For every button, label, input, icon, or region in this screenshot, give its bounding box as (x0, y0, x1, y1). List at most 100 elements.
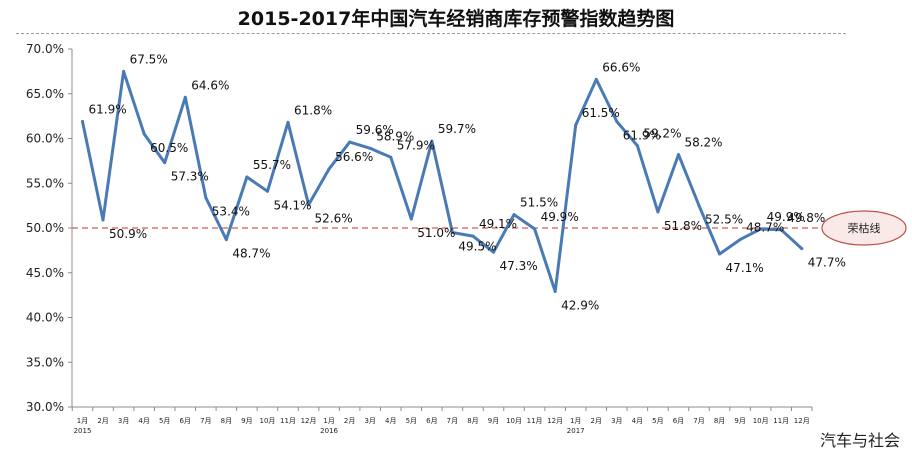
data-point (430, 139, 434, 143)
data-point (81, 119, 84, 123)
x-tick-label: 1月 (77, 417, 88, 425)
data-point (779, 228, 783, 232)
data-label: 42.9% (561, 299, 599, 313)
data-label: 47.3% (500, 259, 538, 273)
x-tick-label: 12月 (547, 417, 563, 425)
x-tick-label: 2月 (344, 417, 355, 425)
data-label: 61.9% (623, 128, 661, 142)
data-label: 66.6% (602, 60, 640, 74)
x-tick-label: 3月 (611, 417, 622, 425)
x-tick-label: 7月 (200, 417, 211, 425)
data-label: 49.1% (479, 217, 517, 231)
x-tick-label: 1月 (323, 417, 334, 425)
data-label: 58.2% (684, 136, 722, 150)
data-point (409, 217, 413, 221)
data-point (676, 153, 680, 157)
y-tick-label: 65.0% (26, 87, 64, 101)
data-label: 48.7% (746, 221, 784, 235)
title-divider (16, 33, 846, 34)
data-label: 57.3% (171, 170, 209, 184)
data-label: 67.5% (130, 52, 168, 66)
x-tick-label: 10月 (259, 417, 275, 425)
data-point (492, 250, 495, 254)
data-label: 49.5% (458, 239, 496, 253)
data-label: 61.9% (89, 102, 127, 116)
x-tick-label: 5月 (159, 417, 170, 425)
data-point (224, 238, 228, 242)
x-tick-label: 1月 (570, 417, 581, 425)
data-point (245, 175, 249, 179)
reference-label: 荣枯线 (848, 221, 881, 235)
y-tick-label: 55.0% (26, 176, 64, 190)
y-tick-label: 35.0% (26, 355, 64, 369)
series-line-group (81, 69, 804, 294)
data-point (204, 196, 208, 200)
data-label: 56.6% (335, 150, 373, 164)
data-point (265, 189, 269, 193)
data-label: 64.6% (191, 78, 229, 92)
data-label: 59.7% (438, 122, 476, 136)
x-tick-label: 6月 (180, 417, 191, 425)
data-label: 52.5% (705, 213, 743, 227)
x-tick-label: 3月 (118, 417, 129, 425)
data-point (163, 161, 167, 165)
data-point (101, 218, 105, 222)
data-label: 52.6% (315, 212, 353, 226)
data-label: 48.7% (232, 247, 270, 261)
data-label: 53.4% (212, 205, 250, 219)
reference-callout (821, 210, 907, 246)
data-point (142, 132, 146, 136)
data-point (450, 230, 454, 234)
data-point (368, 146, 372, 150)
chart-title: 2015-2017年中国汽车经销商库存预警指数趋势图 (237, 8, 675, 30)
data-point (635, 144, 639, 148)
data-label: 54.1% (273, 198, 311, 212)
data-point (348, 140, 352, 144)
x-tick-labels: 1月 2月 3月 4月 5月 6月 7月 8月 9月 10月 11月 12月 1月 2月 3月 4月 5月 6月 7… (74, 417, 810, 435)
data-point (533, 227, 537, 231)
data-point (553, 290, 557, 294)
x-tick-label: 4月 (632, 417, 643, 425)
data-labels: 61.9% 50.9% 67.5% 60.5% 57.3% 64.6% 53.4% 48.7%… (89, 52, 846, 312)
data-label: 49.8% (787, 211, 825, 225)
y-tick-label: 40.0% (26, 311, 64, 325)
data-label: 59.6% (356, 123, 394, 137)
data-point (286, 120, 290, 124)
y-tick-labels: 70.0% 65.0% 60.0% 55.0% 50.0% 45.0% 40.0% 35.0%… (26, 42, 64, 414)
x-tick-label: 5月 (406, 417, 417, 425)
data-label: 49.9% (767, 210, 805, 224)
x-tick-label: 4月 (138, 417, 149, 425)
data-label: 61.8% (294, 103, 332, 117)
data-label: 51.8% (664, 219, 702, 233)
x-tick-label: 9月 (734, 417, 745, 425)
data-point (594, 77, 598, 81)
data-point (471, 234, 475, 238)
data-label: 55.7% (253, 158, 291, 172)
data-point (615, 119, 619, 123)
x-tick-label: 5月 (652, 417, 663, 425)
data-label: 57.9% (397, 138, 435, 152)
data-point (122, 69, 126, 73)
data-label: 51.5% (520, 196, 558, 210)
data-label: 49.9% (541, 210, 579, 224)
data-label: 58.9% (376, 129, 414, 143)
data-label: 51.0% (417, 226, 455, 240)
data-label: 47.7% (808, 256, 846, 270)
data-label: 47.1% (726, 261, 764, 275)
y-tick-label: 60.0% (26, 132, 64, 146)
x-tick-label: 12月 (794, 417, 810, 425)
x-tick-label: 9月 (241, 417, 252, 425)
x-tick-label: 3月 (364, 417, 375, 425)
data-point (389, 155, 393, 159)
x-tick-label: 4月 (385, 417, 396, 425)
data-point (307, 203, 311, 207)
data-point (327, 167, 331, 171)
data-label: 61.5% (582, 106, 620, 120)
y-tick-label: 70.0% (26, 42, 64, 56)
x-tick-label: 2月 (591, 417, 602, 425)
data-point (800, 247, 804, 251)
x-tick-label: 9月 (488, 417, 499, 425)
data-point (656, 210, 660, 214)
data-point (183, 95, 187, 99)
source-credit: 汽车与社会 (819, 431, 900, 450)
